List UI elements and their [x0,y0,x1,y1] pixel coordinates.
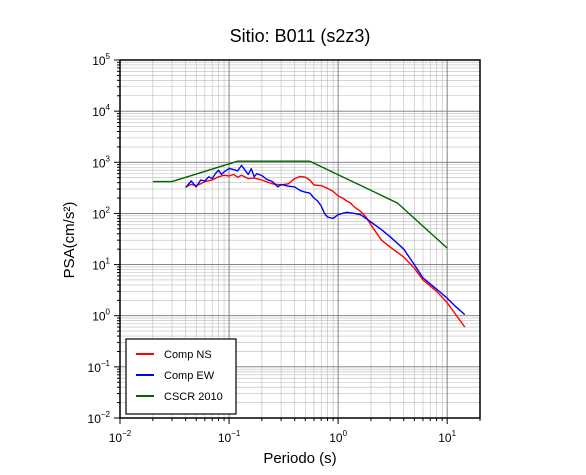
series-line-2 [185,164,466,316]
chart-title: Sitio: B011 (s2z3) [230,26,371,46]
y-tick-label: 102 [92,205,110,221]
x-tick-label: 10−1 [218,429,241,445]
series-layer [152,160,466,328]
y-tick-label: 101 [92,257,110,273]
y-tick-label: 10−2 [88,410,111,426]
legend-label: CSCR 2010 [164,391,223,403]
legend-box [125,338,237,415]
legend: Comp NS Comp EW CSCR 2010 [125,338,237,415]
y-axis-label: PSA(cm/s²) [61,202,78,279]
grid-minor [120,60,481,418]
y-axis-ticks: 10−2 10−1 100 101 102 103 104 105 [88,52,120,426]
y-tick-label: 10−1 [88,359,111,375]
x-tick-label: 10−2 [109,429,132,445]
y-tick-label: 105 [92,52,110,68]
x-tick-label: 100 [329,429,347,445]
series-line-1 [185,173,466,328]
legend-label: Comp EW [164,370,215,382]
x-tick-label: 101 [438,429,456,445]
y-tick-label: 103 [92,154,110,170]
legend-label: Comp NS [164,349,212,361]
y-tick-label: 100 [92,308,110,324]
x-axis-label: Periodo (s) [263,450,336,467]
plot-frame [119,59,481,419]
y-tick-label: 104 [92,103,110,119]
x-axis-ticks: 10−2 10−1 100 101 [109,418,481,445]
series-line-3 [152,160,448,249]
